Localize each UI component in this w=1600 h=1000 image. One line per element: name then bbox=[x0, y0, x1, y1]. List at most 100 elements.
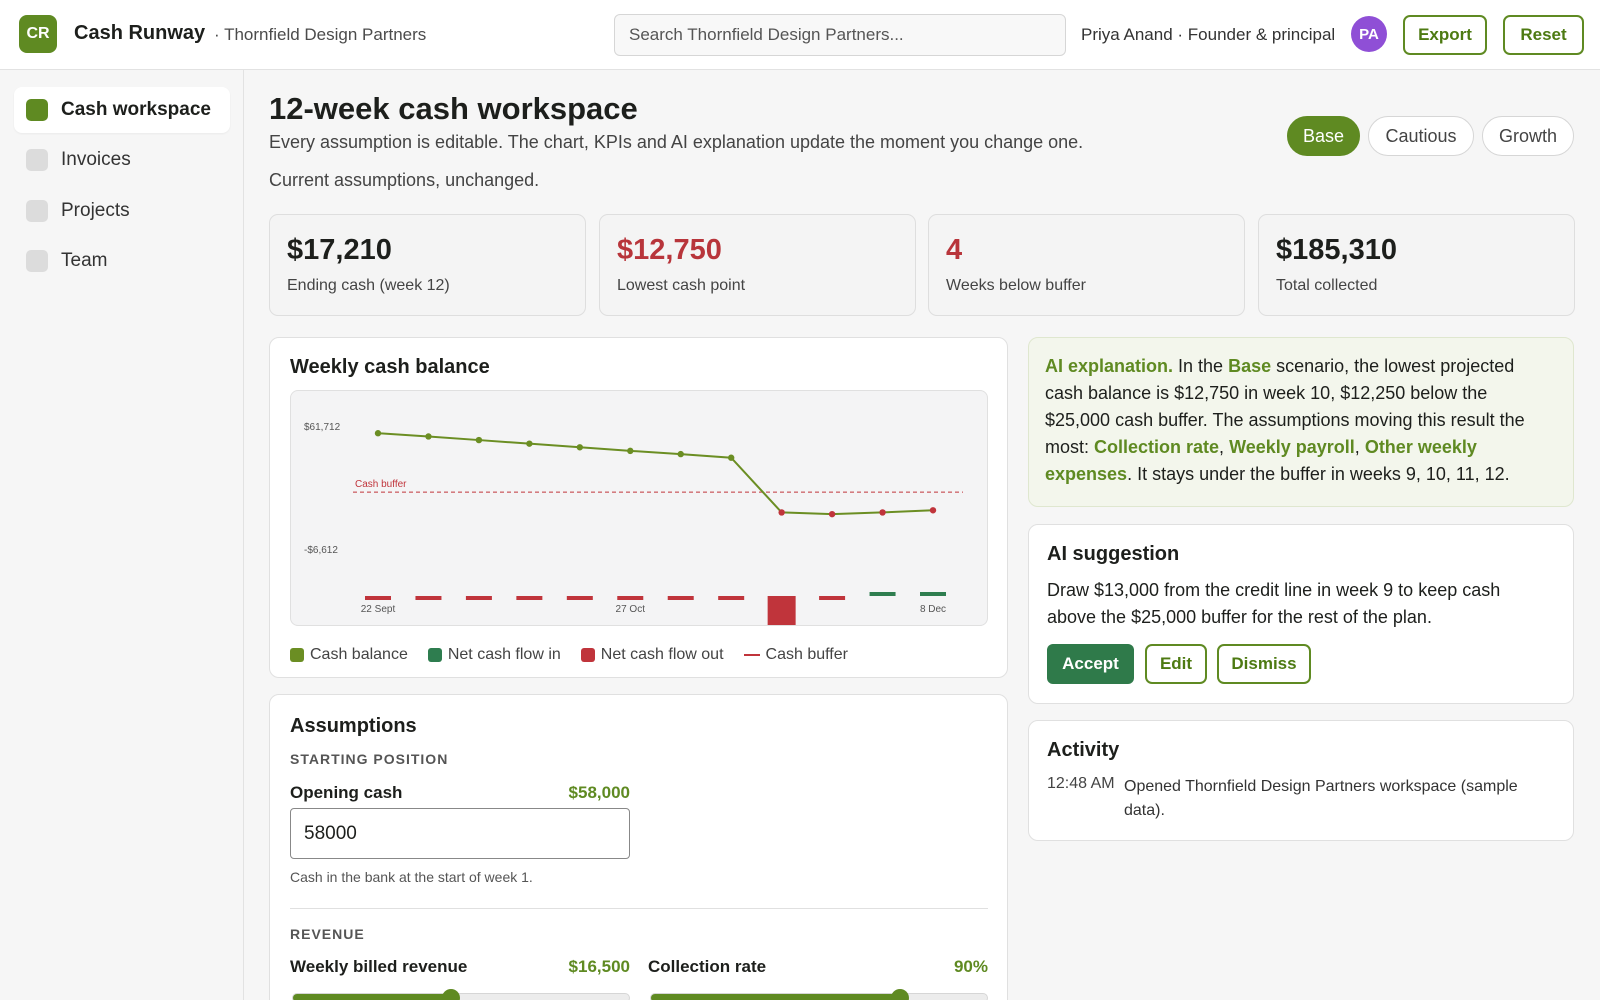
weekly-revenue-slider[interactable] bbox=[292, 989, 630, 1000]
net-flow-out-bar bbox=[365, 596, 391, 600]
app-title: Cash Runway bbox=[74, 22, 206, 44]
cash-balance-point bbox=[627, 447, 634, 455]
y-tick-label: $61,712 bbox=[304, 422, 341, 433]
scenario-growth-pill[interactable]: Growth bbox=[1482, 116, 1574, 156]
legend-item: Cash balance bbox=[290, 646, 408, 664]
x-tick-label: 8 Dec bbox=[920, 604, 946, 615]
nav-square-icon bbox=[26, 99, 48, 121]
legend-swatch bbox=[743, 654, 760, 656]
collection-rate-value: 90% bbox=[953, 957, 988, 976]
kpi-lowest-cash: $12,750 Lowest cash point bbox=[599, 214, 916, 316]
accept-button[interactable]: Accept bbox=[1047, 644, 1134, 684]
activity-title: Activity bbox=[1047, 739, 1120, 761]
scenario-cautious-pill[interactable]: Cautious bbox=[1368, 116, 1474, 156]
opening-cash-input[interactable] bbox=[290, 808, 630, 859]
cash-balance-point bbox=[374, 430, 382, 437]
x-tick-label: 22 Sept bbox=[361, 604, 396, 615]
cash-buffer-label: Cash buffer bbox=[355, 479, 407, 490]
assumptions-title: Assumptions bbox=[290, 715, 417, 737]
nav-square-icon bbox=[26, 250, 48, 272]
app-logo: CR bbox=[19, 15, 57, 53]
sidebar-item-label: Invoices bbox=[61, 149, 131, 170]
kpi-value: $185,310 bbox=[1276, 234, 1397, 266]
opening-cash-hint: Cash in the bank at the start of week 1. bbox=[290, 869, 533, 885]
reset-button[interactable]: Reset bbox=[1503, 15, 1584, 55]
legend-item: Net cash flow in bbox=[427, 646, 561, 664]
sidebar-item-team[interactable]: Team bbox=[14, 238, 230, 284]
kpi-label: Weeks below buffer bbox=[946, 277, 1086, 294]
ai-suggestion-title: AI suggestion bbox=[1047, 543, 1180, 565]
opening-cash-value: $58,000 bbox=[568, 783, 630, 802]
legend-label: Cash balance bbox=[310, 646, 408, 663]
y-tick-label: -$6,612 bbox=[304, 545, 338, 556]
edit-button[interactable]: Edit bbox=[1145, 644, 1207, 684]
net-flow-out-bar bbox=[415, 596, 442, 600]
section-label-starting: STARTING POSITION bbox=[290, 751, 449, 767]
kpi-label: Ending cash (week 12) bbox=[287, 277, 450, 294]
legend-label: Cash buffer bbox=[765, 646, 848, 663]
collection-rate-slider[interactable] bbox=[650, 989, 988, 1000]
ai-driver-link[interactable]: Other weekly expenses bbox=[1045, 437, 1477, 484]
cash-balance-point bbox=[828, 510, 836, 518]
cash-balance-point bbox=[677, 450, 684, 458]
slider-fill bbox=[293, 994, 451, 1000]
divider bbox=[290, 908, 988, 909]
page-status: Current assumptions, unchanged. bbox=[269, 170, 540, 190]
sidebar-item-label: Cash workspace bbox=[61, 99, 211, 120]
slider-thumb[interactable] bbox=[890, 989, 909, 1000]
ai-explanation-text: . It stays under the buffer in weeks 9, … bbox=[1127, 464, 1510, 484]
top-bar: CR Cash Runway · Thornfield Design Partn… bbox=[0, 0, 1600, 70]
cash-balance-point bbox=[727, 454, 735, 461]
kpi-ending-cash: $17,210 Ending cash (week 12) bbox=[269, 214, 586, 316]
ai-explanation-text: scenario, the lowest projected cash bala… bbox=[1045, 356, 1525, 457]
slider-thumb[interactable] bbox=[441, 989, 460, 1000]
cash-balance-chart: $61,712 -$6,612 Cash buffer 22 Sept 27 Oct 8 … bbox=[304, 422, 963, 625]
legend-swatch bbox=[290, 648, 304, 662]
page-title: 12-week cash workspace bbox=[269, 91, 638, 126]
scenario-base-pill[interactable]: Base bbox=[1287, 116, 1360, 156]
export-button[interactable]: Export bbox=[1403, 15, 1487, 55]
user-name: Priya Anand · Founder & principal bbox=[1081, 25, 1336, 44]
cash-balance-point bbox=[475, 436, 483, 444]
net-flow-out-bar bbox=[819, 596, 846, 600]
ai-explanation-text: In the bbox=[1173, 356, 1229, 376]
kpi-value: 4 bbox=[946, 234, 963, 266]
net-flow-out-bar bbox=[617, 596, 644, 600]
sidebar-item-projects[interactable]: Projects bbox=[14, 188, 230, 234]
ai-suggestion-text: Draw $13,000 from the credit line in wee… bbox=[1047, 580, 1501, 627]
dismiss-button[interactable]: Dismiss bbox=[1217, 644, 1311, 684]
cash-balance-point bbox=[526, 440, 533, 447]
search-input[interactable] bbox=[614, 14, 1066, 56]
kpi-value: $17,210 bbox=[287, 234, 392, 266]
chart-title: Weekly cash balance bbox=[290, 356, 490, 378]
net-flow-out-bar bbox=[516, 596, 543, 600]
ai-driver-link[interactable]: Weekly payroll bbox=[1229, 437, 1355, 457]
kpi-total-collected: $185,310 Total collected bbox=[1258, 214, 1575, 316]
ai-explanation-text: , bbox=[1219, 437, 1230, 457]
slider-fill bbox=[651, 994, 900, 1000]
chart-legend: Cash balance Net cash flow in Net cash f… bbox=[290, 646, 848, 664]
x-tick-label: 27 Oct bbox=[616, 604, 646, 615]
sidebar-item-invoices[interactable]: Invoices bbox=[14, 137, 230, 183]
assumptions-card: Assumptions STARTING POSITION Opening ca… bbox=[269, 694, 1008, 1000]
nav-square-icon bbox=[26, 200, 48, 222]
kpi-weeks-below-buffer: 4 Weeks below buffer bbox=[928, 214, 1245, 316]
sidebar-item-label: Team bbox=[61, 250, 108, 271]
weekly-revenue-label: Weekly billed revenue bbox=[290, 957, 468, 976]
legend-label: Net cash flow out bbox=[600, 646, 724, 663]
legend-swatch bbox=[580, 648, 595, 662]
ai-driver-link[interactable]: Collection rate bbox=[1094, 437, 1220, 457]
activity-time: 12:48 AM bbox=[1047, 775, 1115, 792]
avatar[interactable]: PA bbox=[1351, 16, 1387, 52]
org-name: · Thornfield Design Partners bbox=[214, 25, 427, 44]
net-flow-out-bar bbox=[718, 596, 745, 600]
net-flow-out-bar bbox=[667, 596, 694, 600]
collection-rate-label: Collection rate bbox=[648, 957, 767, 976]
kpi-label: Total collected bbox=[1276, 277, 1378, 294]
activity-text: Opened Thornfield Design Partners worksp… bbox=[1124, 778, 1518, 819]
cash-balance-line bbox=[377, 432, 934, 516]
sidebar-item-label: Projects bbox=[61, 200, 130, 221]
legend-item: Net cash flow out bbox=[580, 646, 724, 664]
sidebar-item-cash-workspace[interactable]: Cash workspace bbox=[14, 87, 230, 133]
chart-card: Weekly cash balance $61,712 -$6,612 Cash b… bbox=[269, 337, 1008, 678]
